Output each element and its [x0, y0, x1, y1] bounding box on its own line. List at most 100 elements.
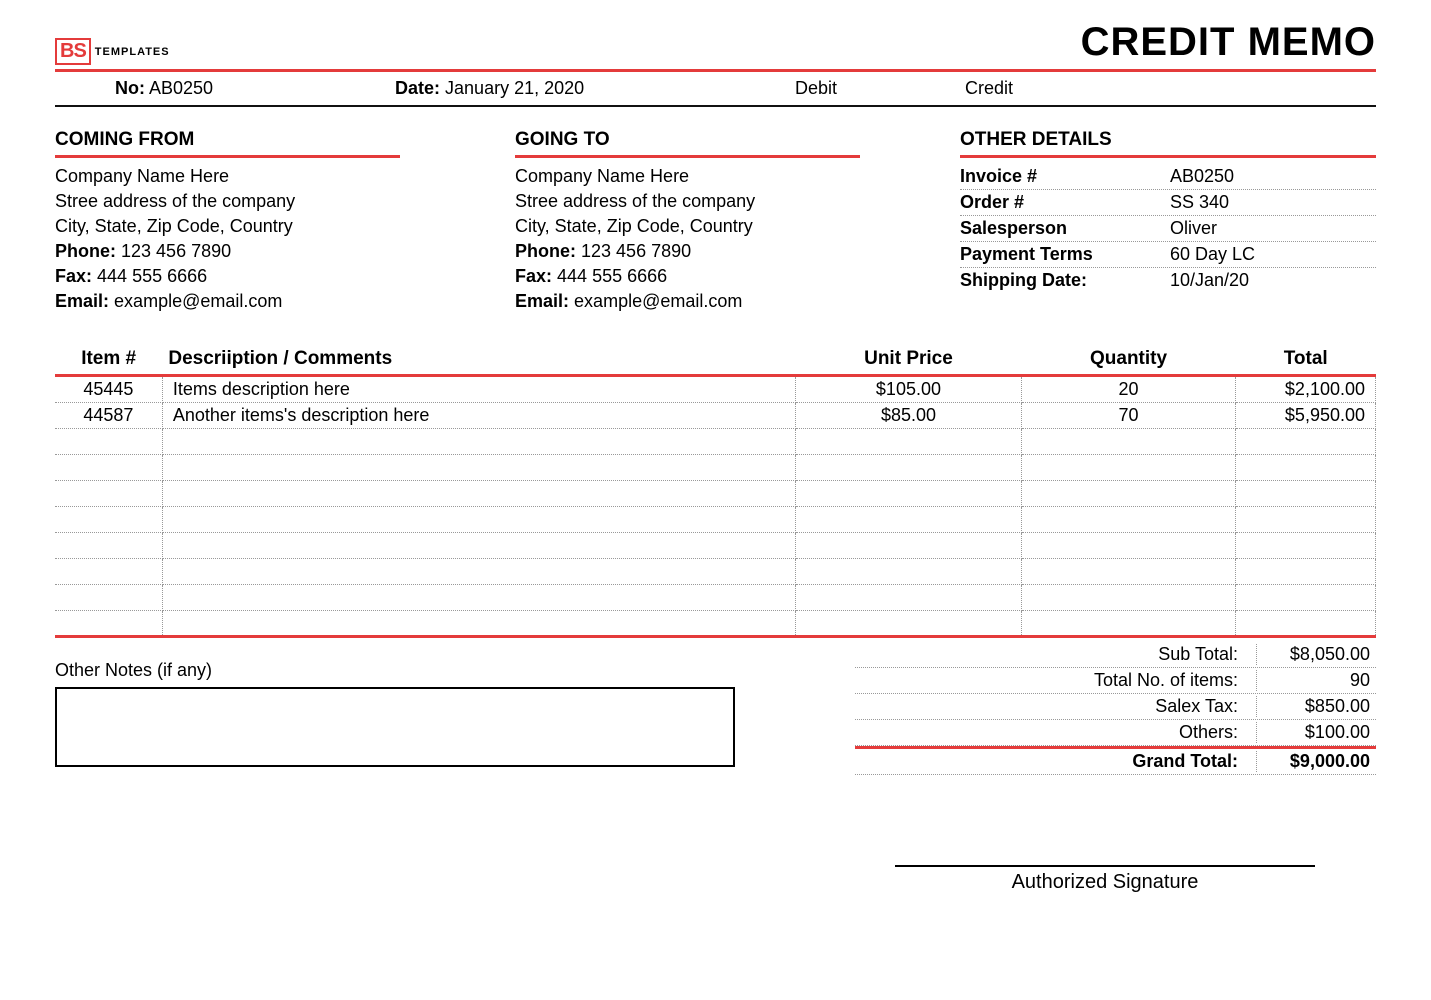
to-fax-label: Fax: [515, 266, 552, 286]
cell-price [796, 585, 1021, 611]
total-label: Others: [855, 722, 1256, 743]
table-row: 45445Items description here$105.0020$2,1… [55, 376, 1376, 403]
logo-mark: BS [55, 38, 91, 65]
cell-price: $105.00 [796, 376, 1021, 403]
to-street: Stree address of the company [515, 189, 960, 214]
from-fax-label: Fax: [55, 266, 92, 286]
to-phone: 123 456 7890 [581, 241, 691, 261]
table-row [55, 533, 1376, 559]
total-value: $100.00 [1256, 722, 1376, 743]
cell-item [55, 585, 162, 611]
other-detail-row: Invoice #AB0250 [960, 164, 1376, 190]
other-detail-label: Payment Terms [960, 244, 1170, 265]
cell-desc: Another items's description here [162, 403, 795, 429]
other-detail-row: SalespersonOliver [960, 216, 1376, 242]
total-row: Salex Tax:$850.00 [855, 694, 1376, 720]
total-label: Total No. of items: [855, 670, 1256, 691]
table-row [55, 611, 1376, 637]
from-company: Company Name Here [55, 164, 515, 189]
grand-total-value: $9,000.00 [1256, 751, 1376, 772]
debit-label: Debit [795, 78, 965, 99]
coming-from-heading: COMING FROM [55, 129, 400, 158]
col-item: Item # [55, 344, 162, 376]
cell-item [55, 429, 162, 455]
total-row: Sub Total:$8,050.00 [855, 642, 1376, 668]
cell-item [55, 533, 162, 559]
cell-total [1236, 585, 1376, 611]
other-detail-row: Payment Terms60 Day LC [960, 242, 1376, 268]
other-detail-value: 60 Day LC [1170, 244, 1376, 265]
cell-total: $2,100.00 [1236, 376, 1376, 403]
cell-price [796, 533, 1021, 559]
col-total: Total [1236, 344, 1376, 376]
from-phone-label: Phone: [55, 241, 116, 261]
cell-price [796, 429, 1021, 455]
to-company: Company Name Here [515, 164, 960, 189]
other-detail-value: AB0250 [1170, 166, 1376, 187]
cell-total [1236, 429, 1376, 455]
other-detail-row: Shipping Date:10/Jan/20 [960, 268, 1376, 293]
cell-item [55, 455, 162, 481]
cell-total [1236, 559, 1376, 585]
cell-qty [1021, 559, 1236, 585]
cell-price [796, 559, 1021, 585]
cell-item: 44587 [55, 403, 162, 429]
cell-qty [1021, 481, 1236, 507]
cell-price [796, 481, 1021, 507]
other-detail-label: Order # [960, 192, 1170, 213]
other-detail-row: Order #SS 340 [960, 190, 1376, 216]
cell-qty [1021, 533, 1236, 559]
cell-desc [162, 507, 795, 533]
table-row [55, 455, 1376, 481]
total-value: $8,050.00 [1256, 644, 1376, 665]
notes-box[interactable] [55, 687, 735, 767]
other-detail-label: Shipping Date: [960, 270, 1170, 291]
grand-total-label: Grand Total: [855, 751, 1256, 772]
cell-qty: 70 [1021, 403, 1236, 429]
document-title: CREDIT MEMO [1081, 20, 1376, 65]
bottom-section: Other Notes (if any) Sub Total:$8,050.00… [55, 642, 1376, 775]
cell-total [1236, 611, 1376, 637]
to-city: City, State, Zip Code, Country [515, 214, 960, 239]
other-detail-label: Salesperson [960, 218, 1170, 239]
table-row: 44587Another items's description here$85… [55, 403, 1376, 429]
cell-qty [1021, 585, 1236, 611]
table-row [55, 507, 1376, 533]
col-desc: Descriiption / Comments [162, 344, 795, 376]
logo: BS TEMPLATES [55, 38, 170, 65]
cell-total [1236, 507, 1376, 533]
cell-desc [162, 481, 795, 507]
total-value: $850.00 [1256, 696, 1376, 717]
to-phone-label: Phone: [515, 241, 576, 261]
info-columns: COMING FROM Company Name Here Stree addr… [55, 129, 1376, 314]
cell-desc [162, 429, 795, 455]
total-row: Others:$100.00 [855, 720, 1376, 746]
other-detail-value: 10/Jan/20 [1170, 270, 1376, 291]
grand-total-row: Grand Total:$9,000.00 [855, 746, 1376, 775]
col-price: Unit Price [796, 344, 1021, 376]
credit-label: Credit [965, 78, 1376, 99]
cell-desc [162, 533, 795, 559]
header-row: BS TEMPLATES CREDIT MEMO [55, 20, 1376, 65]
cell-item: 45445 [55, 376, 162, 403]
to-fax: 444 555 6666 [557, 266, 667, 286]
going-to-section: GOING TO Company Name Here Stree address… [515, 129, 960, 314]
from-fax: 444 555 6666 [97, 266, 207, 286]
total-value: 90 [1256, 670, 1376, 691]
cell-total [1236, 481, 1376, 507]
from-city: City, State, Zip Code, Country [55, 214, 515, 239]
cell-price [796, 611, 1021, 637]
table-row [55, 481, 1376, 507]
from-email-label: Email: [55, 291, 109, 311]
signature-line: Authorized Signature [895, 865, 1315, 894]
going-to-heading: GOING TO [515, 129, 860, 158]
cell-item [55, 559, 162, 585]
cell-total [1236, 533, 1376, 559]
other-details-heading: OTHER DETAILS [960, 129, 1376, 158]
from-street: Stree address of the company [55, 189, 515, 214]
cell-total [1236, 455, 1376, 481]
coming-from-section: COMING FROM Company Name Here Stree addr… [55, 129, 515, 314]
date-label: Date: [395, 78, 440, 98]
cell-qty [1021, 611, 1236, 637]
totals-section: Sub Total:$8,050.00Total No. of items:90… [855, 642, 1376, 775]
